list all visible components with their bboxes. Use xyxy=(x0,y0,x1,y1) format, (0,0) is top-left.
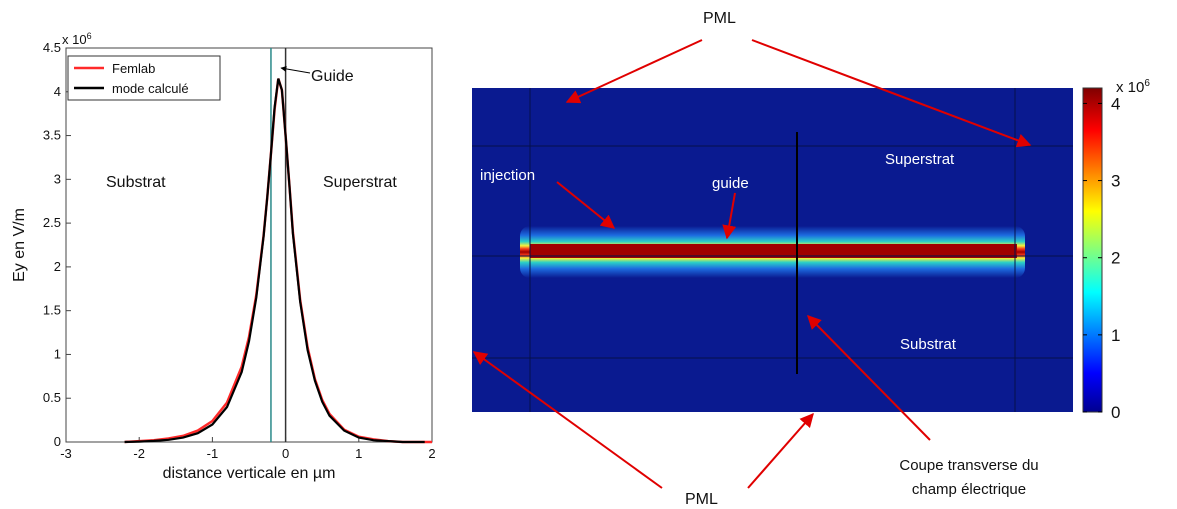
legend-mode-label: mode calculé xyxy=(112,81,189,96)
field-map: injection guide Superstrat Substrat 0 1 2 3… xyxy=(472,78,1150,422)
y-tick-label: 1.5 xyxy=(43,303,61,318)
y-tick-label: 0.5 xyxy=(43,390,61,405)
injection-label: injection xyxy=(480,167,535,184)
x-tick-label: -1 xyxy=(207,446,219,461)
mesh-lines xyxy=(472,88,1073,412)
y-axis-ticks: 0 0.5 1 1.5 2 2.5 3 3.5 4 4.5 xyxy=(43,40,71,449)
superstrat-annotation-label: Superstrat xyxy=(323,174,397,191)
pml-top-arrow-right xyxy=(751,39,1032,148)
pml-bottom-arrow-left xyxy=(472,351,663,489)
x-tick-label: 0 xyxy=(282,446,289,461)
y-axis-label: Ey en V/m xyxy=(11,208,28,282)
substrat-label: Substrat xyxy=(900,336,957,353)
colorbar-tick-label: 0 xyxy=(1111,403,1120,422)
plot-area xyxy=(65,47,433,443)
guide-label: guide xyxy=(712,175,749,192)
y-tick-label: 0 xyxy=(54,434,61,449)
injection-arrow xyxy=(556,181,616,229)
colorbar-multiplier: x 106 xyxy=(1116,78,1150,96)
coupe-label-line2: champ électrique xyxy=(912,481,1026,498)
guide-annotation-arrow xyxy=(280,65,311,74)
colorbar-gradient xyxy=(1082,87,1103,413)
x-tick-label: 1 xyxy=(355,446,362,461)
x-tick-label: 2 xyxy=(428,446,435,461)
guide-arrow xyxy=(722,192,737,240)
pml-top-label: PML xyxy=(703,10,736,27)
colorbar: 0 1 2 3 4 x 106 xyxy=(1082,78,1150,422)
y-tick-label: 1 xyxy=(54,346,61,361)
annotations xyxy=(472,39,1032,489)
coupe-label-line1: Coupe transverse du xyxy=(899,457,1038,474)
colorbar-tick-label: 4 xyxy=(1111,94,1120,113)
colorbar-tick-label: 1 xyxy=(1111,326,1120,345)
y-tick-label: 4 xyxy=(54,84,61,99)
pml-bottom-label: PML xyxy=(685,491,718,508)
colorbar-tick-label: 3 xyxy=(1111,172,1120,191)
y-multiplier: x 106 xyxy=(62,31,92,47)
x-tick-label: -3 xyxy=(60,446,72,461)
pml-bottom-arrow-right xyxy=(747,412,814,489)
series-mode-calcule-line xyxy=(124,78,425,444)
legend-box xyxy=(67,55,221,101)
legend-femlab-label: Femlab xyxy=(112,61,155,76)
line-chart: 0 0.5 1 1.5 2 2.5 3 3.5 4 4.5 -3 -2 -1 0 1 2 x 106 Fem… xyxy=(11,31,436,482)
guide-core xyxy=(530,244,1017,258)
coupe-arrow xyxy=(807,315,931,441)
x-tick-label: -2 xyxy=(133,446,145,461)
guide-annotation-label: Guide xyxy=(311,68,354,85)
legend: Femlab mode calculé xyxy=(67,55,221,101)
superstrat-label: Superstrat xyxy=(885,151,955,168)
y-tick-label: 3 xyxy=(54,171,61,186)
pml-top-arrow-left xyxy=(565,39,703,104)
y-tick-label: 3.5 xyxy=(43,128,61,143)
y-tick-label: 2.5 xyxy=(43,215,61,230)
y-tick-label: 4.5 xyxy=(43,40,61,55)
x-axis-label: distance verticale en µm xyxy=(163,465,336,482)
y-tick-label: 2 xyxy=(54,259,61,274)
colorbar-ticks: 0 1 2 3 4 xyxy=(1083,94,1120,422)
colorbar-tick-label: 2 xyxy=(1111,249,1120,268)
substrat-annotation-label: Substrat xyxy=(106,174,166,191)
